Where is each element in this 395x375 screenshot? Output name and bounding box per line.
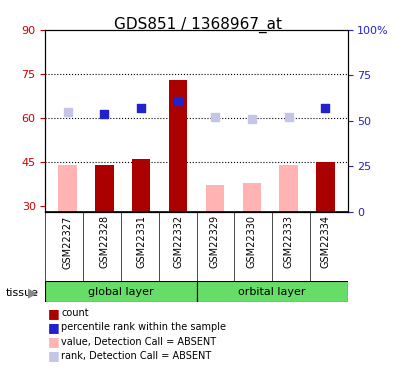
Text: tissue: tissue	[6, 288, 39, 298]
Bar	[206, 186, 224, 212]
Text: ■: ■	[47, 321, 59, 334]
Text: ■: ■	[47, 307, 59, 320]
Text: GSM22327: GSM22327	[62, 215, 73, 268]
Text: count: count	[61, 308, 89, 318]
Text: orbital layer: orbital layer	[238, 286, 306, 297]
Bar	[58, 165, 77, 212]
Point	[248, 116, 255, 122]
Text: GSM22333: GSM22333	[284, 215, 293, 268]
Point	[286, 114, 292, 120]
Text: ■: ■	[47, 335, 59, 348]
Bar	[197, 281, 348, 302]
Text: GSM22329: GSM22329	[210, 215, 220, 268]
Bar	[316, 162, 335, 212]
Bar	[243, 183, 261, 212]
Text: ▶: ▶	[28, 287, 38, 300]
Text: GSM22331: GSM22331	[136, 215, 146, 268]
Point	[101, 111, 107, 117]
Text: ■: ■	[47, 350, 59, 362]
Text: global layer: global layer	[88, 286, 154, 297]
Point	[64, 109, 71, 115]
Text: rank, Detection Call = ABSENT: rank, Detection Call = ABSENT	[61, 351, 211, 361]
Bar	[279, 165, 298, 212]
Text: GDS851 / 1368967_at: GDS851 / 1368967_at	[113, 17, 282, 33]
Text: GSM22332: GSM22332	[173, 215, 183, 268]
Point	[322, 105, 329, 111]
Bar	[95, 165, 114, 212]
Text: value, Detection Call = ABSENT: value, Detection Call = ABSENT	[61, 337, 216, 346]
Point	[175, 98, 181, 104]
Point	[212, 114, 218, 120]
Text: GSM22328: GSM22328	[100, 215, 109, 268]
Text: percentile rank within the sample: percentile rank within the sample	[61, 322, 226, 332]
Bar	[45, 281, 197, 302]
Text: GSM22334: GSM22334	[320, 215, 331, 268]
Bar	[169, 80, 187, 212]
Point	[138, 105, 145, 111]
Text: GSM22330: GSM22330	[247, 215, 257, 268]
Bar	[132, 159, 150, 212]
